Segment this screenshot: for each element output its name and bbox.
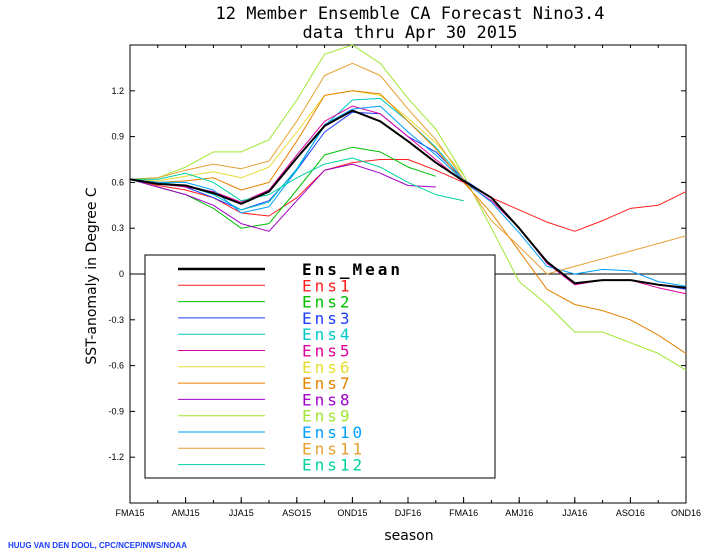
legend-label-ens1: Ens1: [302, 276, 353, 295]
series-line-ens6: [129, 90, 464, 182]
series-line-ens12: [130, 157, 464, 202]
series-line-ens7: [129, 90, 687, 354]
legend-label-ens5: Ens5: [302, 342, 353, 361]
series-line-ens8: [129, 163, 436, 232]
y-tick-label: 0: [119, 269, 124, 279]
chart-title: 12 Member Ensemble CA Forecast Nino3.4: [216, 4, 605, 24]
series-line-ens1: [129, 159, 687, 232]
legend-label-ens9: Ens9: [302, 407, 353, 426]
y-tick-label: 0.3: [111, 223, 124, 233]
y-tick-label: 0.9: [111, 132, 124, 142]
x-tick-label: AMJ15: [172, 508, 200, 518]
legend-label-ens4: Ens4: [302, 325, 353, 344]
legend-label-ens11: Ens11: [302, 439, 365, 458]
x-tick-label: FMA15: [115, 508, 144, 518]
x-tick-label: OND15: [337, 508, 367, 518]
y-tick-label: -0.3: [108, 315, 124, 325]
legend-label-ens10: Ens10: [302, 423, 365, 442]
y-tick-label: -0.9: [108, 406, 124, 416]
credit-text: HUUG VAN DEN DOOL, CPC/NCEP/NWS/NOAA: [8, 541, 187, 550]
x-tick-label: OND16: [671, 508, 701, 518]
y-tick-label: 0.6: [111, 177, 124, 187]
legend-label-ens2: Ens2: [302, 293, 353, 312]
legend-label-ens12: Ens12: [302, 456, 365, 475]
x-tick-label: FMA16: [449, 508, 478, 518]
x-tick-label: DJF16: [395, 508, 422, 518]
y-axis-label: SST-anomaly in Degree C: [84, 187, 100, 365]
legend-label-ens-mean: Ens_Mean: [302, 260, 403, 279]
x-tick-label: JJA16: [562, 508, 587, 518]
legend-label-ens3: Ens3: [302, 309, 353, 328]
y-tick-label: -1.2: [108, 452, 124, 462]
series-line-ens9: [129, 44, 687, 371]
x-tick-label: JJA15: [229, 508, 254, 518]
legend-label-ens8: Ens8: [302, 390, 353, 409]
series-line-ens11: [129, 62, 687, 275]
x-tick-label: ASO16: [616, 508, 645, 518]
legend-label-ens7: Ens7: [302, 374, 353, 393]
x-tick-label: AMJ16: [505, 508, 533, 518]
y-tick-label: -0.6: [108, 361, 124, 371]
series-line-ens-mean: [129, 109, 687, 289]
legend-label-ens6: Ens6: [302, 358, 353, 377]
y-tick-label: 1.2: [111, 86, 124, 96]
x-axis-label: season: [384, 528, 433, 544]
x-tick-label: ASO15: [282, 508, 311, 518]
chart-subtitle: data thru Apr 30 2015: [303, 23, 518, 43]
